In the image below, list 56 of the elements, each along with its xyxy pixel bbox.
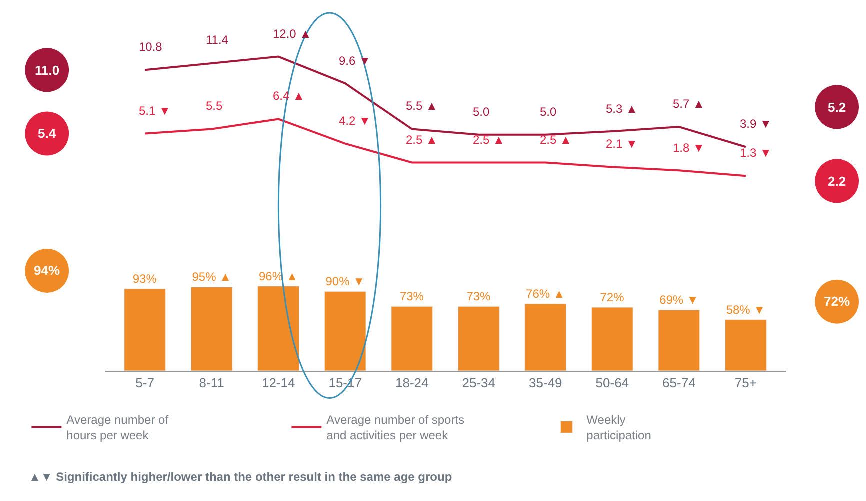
data-label: 2.5 ▲: [473, 133, 505, 147]
text: 72%: [824, 294, 850, 309]
text: 5.2: [828, 100, 846, 115]
data-label: 76% ▲: [526, 286, 566, 301]
text: 11.0: [35, 63, 60, 78]
x-tick-label: 12-14: [262, 376, 296, 391]
x-tick-label: 18-24: [395, 376, 429, 391]
data-label: 5.3 ▲: [606, 102, 638, 116]
data-label: 10.8: [139, 40, 163, 54]
text: 2.2: [828, 174, 846, 189]
data-label: 2.5 ▲: [406, 133, 438, 147]
data-label: 11.4: [206, 33, 229, 47]
x-tick-label: 5-7: [136, 376, 154, 391]
legend-label: Average number of sports and activities per week: [326, 413, 465, 443]
data-label: 73%: [466, 290, 492, 304]
data-label: 2.1 ▼: [606, 137, 638, 151]
data-label: 5.0: [540, 105, 558, 119]
data-label: 5.5: [206, 99, 224, 113]
text: ▲▼ Significantly higher/lower than the other result in the same age group: [29, 470, 452, 484]
text: 5.4: [38, 126, 57, 141]
data-label: 58% ▼: [726, 302, 766, 317]
bar: [391, 306, 434, 371]
bar: [324, 291, 366, 371]
data-label: 72%: [600, 290, 625, 304]
data-label: 5.5 ▲: [406, 99, 438, 113]
data-label: 90% ▼: [326, 274, 365, 289]
bar: [524, 304, 567, 371]
data-label: 3.9 ▼: [740, 117, 772, 131]
x-tick-label: 25-34: [462, 376, 496, 391]
bar: [190, 286, 233, 371]
data-label: 2.5 ▲: [540, 133, 572, 147]
data-label: 93%: [132, 272, 158, 286]
data-label: 1.3 ▼: [740, 146, 772, 160]
x-tick-label: 50-64: [596, 376, 630, 391]
data-label: 5.1 ▼: [139, 104, 171, 118]
data-label: 73%: [400, 290, 424, 304]
text: 94%: [34, 263, 60, 278]
data-label: 5.0: [473, 105, 490, 119]
x-tick-label: 75+: [734, 376, 757, 391]
data-label: 69% ▼: [660, 293, 699, 308]
legend-label: Weekly participation: [586, 413, 652, 443]
data-label: 95% ▲: [192, 270, 232, 284]
bar: [591, 307, 634, 371]
data-label: 1.8 ▼: [673, 141, 705, 155]
bar: [658, 310, 700, 371]
bar: [258, 286, 300, 371]
data-label: 96% ▲: [258, 269, 298, 284]
bar: [124, 288, 166, 371]
bar: [724, 320, 767, 371]
data-label: 4.2 ▼: [339, 114, 371, 128]
legend-label: Average number of hours per week: [66, 413, 170, 443]
data-label: 5.7 ▲: [673, 97, 705, 111]
bar: [458, 306, 500, 371]
x-tick-label: 8-11: [199, 376, 224, 391]
x-tick-label: 65-74: [662, 376, 696, 391]
x-tick-label: 35-49: [529, 376, 562, 391]
